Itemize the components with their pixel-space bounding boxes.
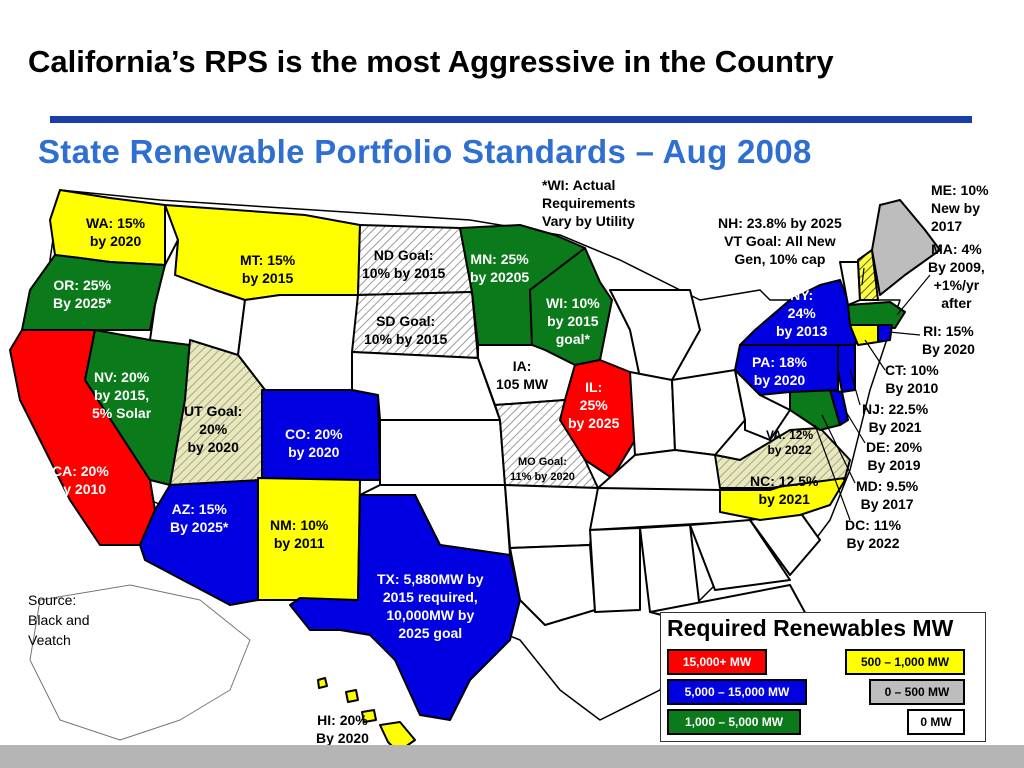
state-nj xyxy=(837,344,856,393)
label-nc: NC: 12.5% by 2021 xyxy=(750,473,819,507)
state-ar xyxy=(504,484,599,549)
label-nd: ND Goal: 10% by 2015 xyxy=(362,247,446,281)
legend-item-15000-plus: 15,000+ MW xyxy=(667,649,767,675)
label-ca: CA: 20% by 2010 xyxy=(52,463,109,497)
state-in xyxy=(629,371,676,456)
state-hi-island-1 xyxy=(317,677,328,689)
label-co: CO: 20% by 2020 xyxy=(285,426,343,460)
state-oh xyxy=(671,369,746,456)
note-md: MD: 9.5% By 2017 xyxy=(856,478,919,512)
state-hi-island-2 xyxy=(345,689,359,703)
label-az: AZ: 15% By 2025* xyxy=(170,501,229,535)
legend-title: Required Renewables MW xyxy=(667,615,954,641)
label-mo: MO Goal: 11% by 2020 xyxy=(510,456,575,483)
state-wy xyxy=(237,294,359,391)
note-wi-actual: *WI: Actual Requirements Vary by Utility xyxy=(542,177,636,229)
label-wa: WA: 15% by 2020 xyxy=(86,215,146,249)
note-ma: MA: 4% By 2009, +1%/yr after xyxy=(928,241,985,311)
note-ri: RI: 15% By 2020 xyxy=(922,323,975,357)
label-ut: UT Goal: 20% by 2020 xyxy=(184,403,243,455)
title-divider xyxy=(50,116,972,123)
map-title: State Renewable Portfolio Standards – Au… xyxy=(38,133,812,170)
slide-title: California’s RPS is the most Aggressive … xyxy=(28,44,834,79)
note-de: DE: 20% By 2019 xyxy=(866,439,923,473)
source-note: Source: Black and Veatch xyxy=(28,592,90,648)
legend-item-0: 0 MW xyxy=(907,709,965,735)
label-nm: NM: 10% by 2011 xyxy=(270,517,329,551)
state-me xyxy=(871,199,941,296)
note-dc: DC: 11% By 2022 xyxy=(845,517,902,551)
label-mn: MN: 25% by 20205 xyxy=(470,251,530,285)
label-ny: NY: 24% by 2013 xyxy=(776,287,828,339)
note-nh-vt: NH: 23.8% by 2025 VT Goal: All New Gen, … xyxy=(718,215,842,267)
legend-item-1000-5000: 1,000 – 5,000 MW xyxy=(667,709,801,735)
state-mo xyxy=(494,399,599,489)
state-al xyxy=(639,524,701,613)
bottom-bar xyxy=(0,745,1024,768)
label-ia: IA: 105 MW xyxy=(496,358,549,392)
legend-item-5000-15000: 5,000 – 15,000 MW xyxy=(667,679,807,705)
state-hi-island-3 xyxy=(361,709,377,723)
state-la xyxy=(509,544,596,626)
label-va: VA: 12% by 2022 xyxy=(766,428,814,457)
state-ri xyxy=(877,324,893,343)
legend-item-500-1000: 500 – 1,000 MW xyxy=(845,649,965,675)
state-ks xyxy=(379,419,506,486)
label-sd: SD Goal: 10% by 2015 xyxy=(364,313,448,347)
label-hi: HI: 20% By 2020 xyxy=(316,712,369,746)
state-ak xyxy=(29,584,251,741)
note-ct: CT: 10% By 2010 xyxy=(885,362,939,396)
state-ga xyxy=(689,519,791,591)
label-pa: PA: 18% by 2020 xyxy=(752,354,807,388)
state-ma xyxy=(847,301,906,329)
label-nv: NV: 20% by 2015, 5% Solar xyxy=(92,369,152,421)
legend: Required Renewables MW 15,000+ MW 500 – … xyxy=(660,612,986,742)
state-ms xyxy=(589,527,641,613)
label-or: OR: 25% By 2025* xyxy=(53,277,112,311)
state-tx xyxy=(289,494,521,721)
label-il: IL: 25% by 2025 xyxy=(568,379,620,431)
label-wi: WI: 10% by 2015 goal* xyxy=(546,295,600,347)
note-me: ME: 10% New by 2017 xyxy=(931,182,989,234)
legend-item-0-500: 0 – 500 MW xyxy=(869,679,965,705)
label-tx: TX: 5,880MW by 2015 required, 10,000MW b… xyxy=(377,571,484,641)
state-nh xyxy=(857,249,879,301)
label-mt: MT: 15% by 2015 xyxy=(240,252,296,286)
note-nj: NJ: 22.5% By 2021 xyxy=(862,401,929,435)
